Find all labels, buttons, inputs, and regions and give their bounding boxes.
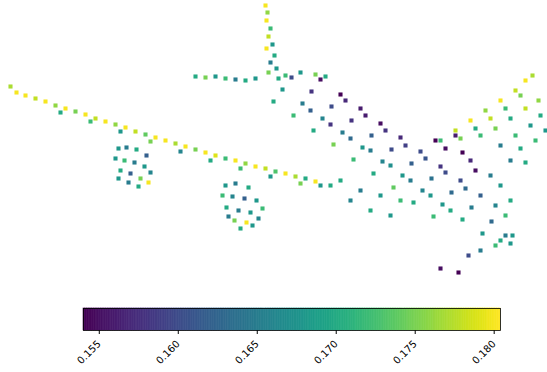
svg-text:0.165: 0.165	[233, 338, 261, 366]
svg-text:0.155: 0.155	[75, 338, 103, 366]
svg-text:0.180: 0.180	[470, 338, 498, 366]
svg-text:0.160: 0.160	[154, 338, 182, 366]
svg-text:0.175: 0.175	[391, 338, 419, 366]
svg-text:0.170: 0.170	[312, 338, 340, 366]
